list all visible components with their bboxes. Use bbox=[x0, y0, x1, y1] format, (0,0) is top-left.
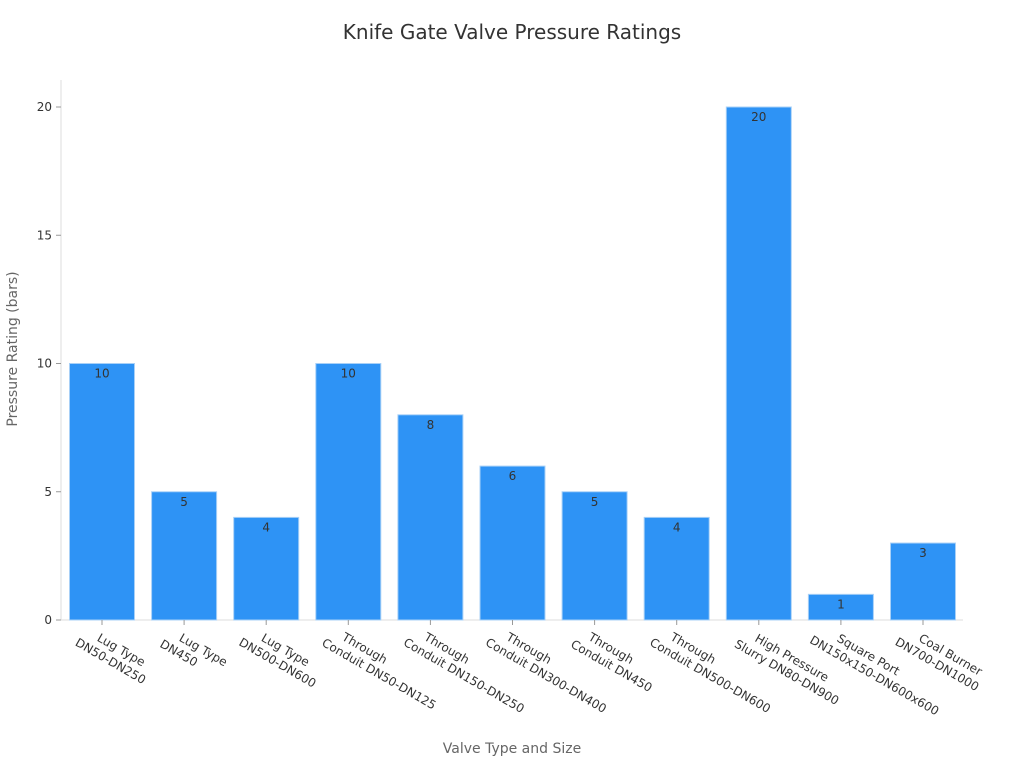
bar-value-label: 5 bbox=[180, 495, 188, 509]
bar-value-label: 8 bbox=[427, 418, 435, 432]
bar-value-label: 10 bbox=[94, 367, 109, 381]
y-axis-label: Pressure Rating (bars) bbox=[5, 271, 21, 427]
bar bbox=[643, 516, 710, 621]
x-axis-label: Valve Type and Size bbox=[442, 741, 582, 757]
bar-value-label: 3 bbox=[919, 546, 927, 560]
y-tick-label: 10 bbox=[37, 357, 52, 371]
bar-value-label: 10 bbox=[341, 367, 356, 381]
y-tick-label: 5 bbox=[44, 485, 52, 499]
bar bbox=[561, 491, 628, 621]
bar bbox=[725, 106, 792, 621]
bar-value-label: 4 bbox=[673, 520, 681, 534]
bar-value-label: 4 bbox=[262, 520, 270, 534]
bar bbox=[479, 465, 546, 621]
chart-title: Knife Gate Valve Pressure Ratings bbox=[342, 20, 682, 44]
bar-value-label: 1 bbox=[837, 597, 845, 611]
bar bbox=[151, 491, 218, 621]
bar-value-label: 20 bbox=[751, 110, 766, 124]
bar bbox=[807, 593, 874, 621]
y-tick-label: 15 bbox=[37, 228, 52, 242]
bar bbox=[315, 363, 382, 621]
bar-value-label: 5 bbox=[591, 495, 599, 509]
bar bbox=[397, 414, 464, 621]
bar bbox=[890, 542, 956, 621]
y-tick-label: 0 bbox=[44, 613, 52, 627]
bar bbox=[69, 363, 135, 621]
bar bbox=[233, 516, 300, 621]
y-tick-label: 20 bbox=[37, 100, 52, 114]
bar-value-label: 6 bbox=[509, 469, 517, 483]
